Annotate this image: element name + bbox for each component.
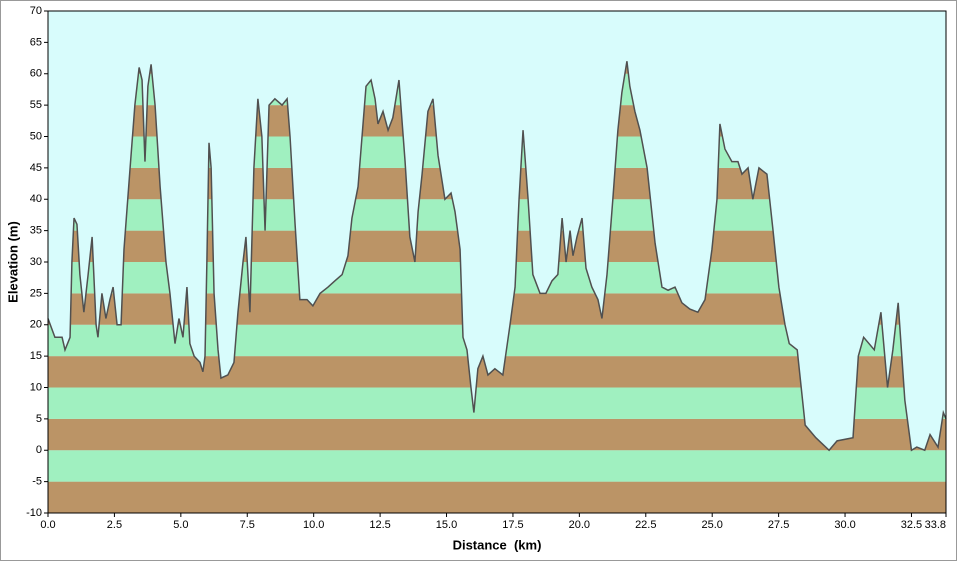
elevation-band	[48, 387, 946, 419]
x-tick-label: 20.0	[569, 519, 590, 531]
y-tick-label: 30	[30, 256, 42, 268]
elevation-band	[48, 450, 946, 482]
x-tick-label: 15.0	[436, 519, 457, 531]
x-tick-label: 10.0	[303, 519, 324, 531]
x-tick-label: 27.5	[768, 519, 789, 531]
y-tick-label: 60	[30, 68, 42, 80]
y-tick-label: 25	[30, 287, 42, 299]
y-tick-label: 70	[30, 5, 42, 17]
x-tick-label: 17.5	[502, 519, 523, 531]
y-tick-label: -10	[26, 507, 42, 519]
y-tick-label: -5	[32, 476, 42, 488]
x-axis-label: Distance (km)	[453, 537, 542, 552]
x-tick-label: 5.0	[173, 519, 188, 531]
x-tick-label: 33.8	[925, 519, 946, 531]
x-tick-label: 12.5	[369, 519, 390, 531]
y-tick-label: 20	[30, 319, 42, 331]
x-tick-label: 2.5	[107, 519, 122, 531]
x-tick-label: 25.0	[701, 519, 722, 531]
y-tick-label: 35	[30, 225, 42, 237]
y-axis-label: Elevation (m)	[5, 221, 20, 303]
y-tick-label: 55	[30, 99, 42, 111]
x-tick-label: 32.5	[901, 519, 922, 531]
x-tick-label: 7.5	[240, 519, 255, 531]
elevation-line	[47, 61, 947, 452]
y-tick-label: 65	[30, 36, 42, 48]
y-tick-label: 45	[30, 162, 42, 174]
x-tick-label: 0.0	[40, 519, 55, 531]
x-tick-label: 22.5	[635, 519, 656, 531]
y-tick-label: 15	[30, 350, 42, 362]
y-tick-label: 5	[36, 413, 42, 425]
y-tick-label: 50	[30, 130, 42, 142]
y-tick-label: 40	[30, 193, 42, 205]
elevation-band	[48, 418, 946, 451]
x-tick-label: 30.0	[834, 519, 855, 531]
y-tick-label: 10	[30, 381, 42, 393]
y-tick-label: 0	[36, 444, 42, 456]
elevation-band	[48, 481, 946, 513]
